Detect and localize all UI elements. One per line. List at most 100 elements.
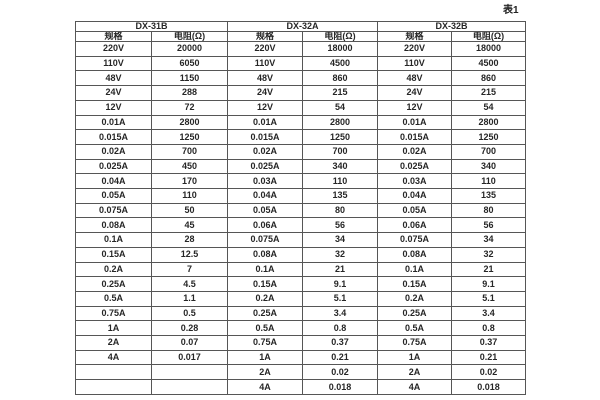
table-cell: 2800 [302, 114, 379, 131]
table-cell: 1250 [150, 129, 229, 145]
table-cell: 0.2A [75, 261, 152, 278]
table-cell: 0.018 [302, 379, 379, 395]
column-header: 电阻(Ω) [302, 31, 379, 42]
table-row: 110V 6050 110V 4500 110V 4500 [75, 55, 527, 72]
table-cell: 2A [377, 364, 453, 381]
table-cell: 110V [227, 55, 304, 72]
group-header: DX-31B [74, 21, 229, 32]
table-cell: 0.15A [377, 276, 453, 292]
table-cell: 0.37 [302, 335, 379, 351]
table-cell: 0.75A [377, 335, 453, 351]
table-cell: 21 [451, 261, 527, 278]
table-cell: 215 [302, 85, 379, 101]
group-header-row: DX-31B DX-32A DX-32B [74, 21, 527, 32]
table-cell: 0.2A [377, 290, 453, 307]
table-row: 0.015A 1250 0.015A 1250 0.015A 1250 [75, 129, 527, 145]
table-cell: 0.07 [150, 335, 229, 351]
table-cell: 5.1 [302, 290, 379, 307]
table-cell: 4A [227, 379, 304, 395]
table-cell: 0.06A [227, 217, 304, 234]
table-cell: 0.8 [451, 320, 527, 337]
table-cell: 220V [377, 41, 453, 57]
table-cell: 0.15A [227, 276, 304, 292]
table-cell [75, 379, 152, 395]
table-cell: 48V [75, 70, 152, 87]
table-cell: 24V [227, 85, 304, 101]
table-cell: 6050 [150, 55, 229, 72]
table-cell: 0.025A [377, 158, 453, 175]
table-cell: 0.025A [75, 158, 152, 175]
table-cell: 0.75A [227, 335, 304, 351]
table-cell: 4500 [302, 55, 379, 72]
table-cell: 110 [451, 173, 527, 190]
table-cell: 4.5 [150, 276, 229, 292]
table-row: 0.15A 12.5 0.08A 32 0.08A 32 [75, 246, 527, 263]
table-cell: 0.21 [302, 349, 379, 366]
table-row: 220V 20000 220V 18000 220V 18000 [75, 41, 527, 57]
table-cell: 0.15A [75, 246, 152, 263]
table-cell: 0.5 [150, 305, 229, 322]
table-cell: 0.05A [75, 188, 152, 204]
table-row: 0.75A 0.5 0.25A 3.4 0.25A 3.4 [75, 305, 527, 322]
table-cell: 50 [150, 202, 229, 219]
table-cell: 0.1A [75, 232, 152, 248]
table-cell: 135 [451, 188, 527, 204]
table-row: 4A 0.018 4A 0.018 [75, 379, 527, 395]
table-row: 0.025A 450 0.025A 340 0.025A 340 [75, 158, 527, 175]
table-cell: 54 [302, 99, 379, 116]
table-cell: 0.075A [75, 202, 152, 219]
table-cell: 0.025A [227, 158, 304, 175]
table-cell: 0.075A [227, 232, 304, 248]
table-cell: 0.75A [75, 305, 152, 322]
table-cell: 0.2A [227, 290, 304, 307]
table-cell: 110 [150, 188, 229, 204]
table-cell: 0.03A [377, 173, 453, 190]
table-cell: 0.018 [451, 379, 527, 395]
table-cell: 1250 [302, 129, 379, 145]
table-cell: 860 [302, 70, 379, 87]
table-cell: 110V [75, 55, 152, 72]
table-cell: 0.37 [451, 335, 527, 351]
table-cell: 135 [302, 188, 379, 204]
table-row: 0.25A 4.5 0.15A 9.1 0.15A 9.1 [75, 276, 527, 292]
table-cell: 170 [150, 173, 229, 190]
table-cell: 0.01A [377, 114, 453, 131]
table-row: 48V 1150 48V 860 48V 860 [75, 70, 527, 87]
table-row: 0.5A 1.1 0.2A 5.1 0.2A 5.1 [75, 290, 527, 307]
table-cell: 4A [377, 379, 453, 395]
column-header: 规格 [377, 31, 453, 42]
table-cell: 0.01A [75, 114, 152, 131]
table-cell: 0.02 [451, 364, 527, 381]
table-cell: 220V [75, 41, 152, 57]
table-cell: 700 [451, 143, 527, 160]
table-cell: 5.1 [451, 290, 527, 307]
table-cell: 1A [75, 320, 152, 337]
table-cell: 215 [451, 85, 527, 101]
table-cell: 0.05A [227, 202, 304, 219]
table-cell: 20000 [150, 41, 229, 57]
group-header: DX-32A [227, 21, 379, 32]
table-cell: 1.1 [150, 290, 229, 307]
table-cell: 0.02 [302, 364, 379, 381]
table-cell: 18000 [451, 41, 527, 57]
table-cell: 0.017 [150, 349, 229, 366]
table-cell: 0.015A [227, 129, 304, 145]
table-cell: 220V [227, 41, 304, 57]
table-cell: 110V [377, 55, 453, 72]
table-cell [75, 364, 152, 381]
table-row: 0.2A 7 0.1A 21 0.1A 21 [75, 261, 527, 278]
table-cell: 700 [150, 143, 229, 160]
table-row: 0.01A 2800 0.01A 2800 0.01A 2800 [75, 114, 527, 131]
table-cell: 0.5A [75, 290, 152, 307]
table-cell: 0.015A [377, 129, 453, 145]
table-row: 0.02A 700 0.02A 700 0.02A 700 [75, 143, 527, 160]
table-cell: 0.8 [302, 320, 379, 337]
table-cell: 1A [377, 349, 453, 366]
table-cell: 0.1A [227, 261, 304, 278]
table-cell: 0.02A [227, 143, 304, 160]
table-body: 220V 20000 220V 18000 220V 18000 110V 6050 110V 4… [75, 41, 527, 395]
table-row: 12V 72 12V 54 12V 54 [75, 99, 527, 116]
table-cell [150, 364, 229, 381]
table-cell: 0.05A [377, 202, 453, 219]
table-cell: 3.4 [302, 305, 379, 322]
